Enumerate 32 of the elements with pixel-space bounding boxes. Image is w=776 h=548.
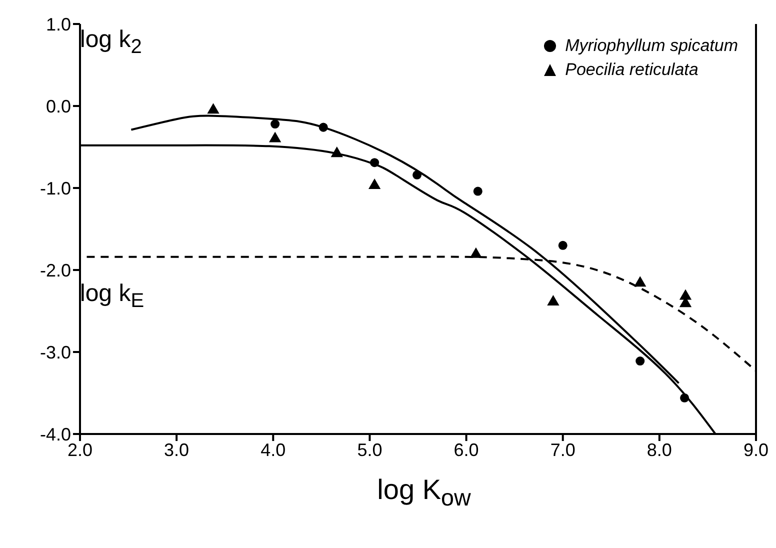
point bbox=[473, 186, 482, 196]
point bbox=[680, 393, 690, 402]
x-tick-label: 4.0 bbox=[260, 440, 286, 460]
x-tick-label: 3.0 bbox=[164, 440, 190, 460]
point bbox=[558, 240, 568, 250]
x-tick-label: 8.0 bbox=[646, 440, 672, 460]
point bbox=[207, 103, 220, 114]
legend-label: Poecilia reticulata bbox=[565, 59, 698, 81]
x-tick-label: 5.0 bbox=[357, 440, 382, 460]
y-tick-label: -3.0 bbox=[40, 342, 71, 362]
point bbox=[368, 178, 381, 190]
x-axis-title: log K$_{ow}$ bbox=[376, 474, 472, 512]
point bbox=[636, 356, 645, 366]
point bbox=[270, 120, 280, 129]
point bbox=[547, 294, 560, 306]
point bbox=[412, 170, 422, 180]
y-tick-label: -1.0 bbox=[40, 178, 71, 198]
y-tick-label: 0.0 bbox=[46, 96, 71, 116]
y-tick-label: 1.0 bbox=[46, 14, 71, 34]
point bbox=[268, 132, 282, 142]
legend-label: Myriophyllum spicatum bbox=[565, 35, 738, 57]
x-tick-label: 7.0 bbox=[550, 440, 576, 460]
point bbox=[318, 122, 328, 132]
x-tick-label: 6.0 bbox=[454, 440, 479, 460]
point bbox=[634, 276, 646, 287]
annotation: log k$_{E}$ bbox=[80, 280, 144, 313]
annotation: log k$_{2}$ bbox=[80, 26, 142, 59]
y-tick-label: -2.0 bbox=[40, 260, 71, 280]
x-tick-label: 9.0 bbox=[743, 440, 769, 460]
point bbox=[370, 158, 380, 168]
point bbox=[330, 146, 343, 158]
point bbox=[470, 247, 482, 258]
